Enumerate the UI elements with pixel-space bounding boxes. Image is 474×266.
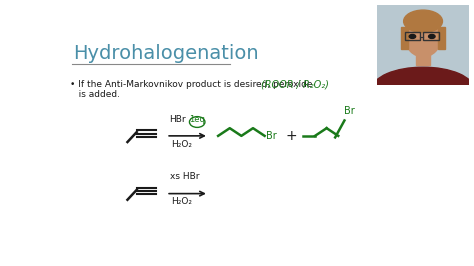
Bar	[405, 32, 420, 40]
Text: H₂O₂: H₂O₂	[171, 140, 192, 149]
Bar	[401, 27, 408, 49]
Ellipse shape	[372, 67, 474, 111]
Text: +: +	[286, 129, 298, 143]
Bar	[423, 32, 439, 40]
Text: Br: Br	[266, 131, 277, 141]
Text: is added.: is added.	[70, 90, 120, 99]
Text: (ROOR / R₂O₂): (ROOR / R₂O₂)	[261, 80, 328, 90]
Text: H₂O₂: H₂O₂	[171, 197, 192, 206]
Text: • If the Anti-Markovnikov product is desired, peroxide: • If the Anti-Markovnikov product is des…	[70, 80, 312, 89]
Bar	[416, 53, 430, 65]
Ellipse shape	[409, 34, 416, 38]
Text: Hydrohalogenation: Hydrohalogenation	[73, 44, 259, 63]
Ellipse shape	[405, 21, 441, 57]
Text: HBr: HBr	[169, 115, 185, 123]
Ellipse shape	[404, 10, 442, 32]
Text: 1eq: 1eq	[189, 115, 205, 123]
Text: xs HBr: xs HBr	[170, 172, 200, 181]
Bar	[438, 27, 445, 49]
Ellipse shape	[428, 34, 435, 38]
Text: Br: Br	[344, 106, 355, 116]
